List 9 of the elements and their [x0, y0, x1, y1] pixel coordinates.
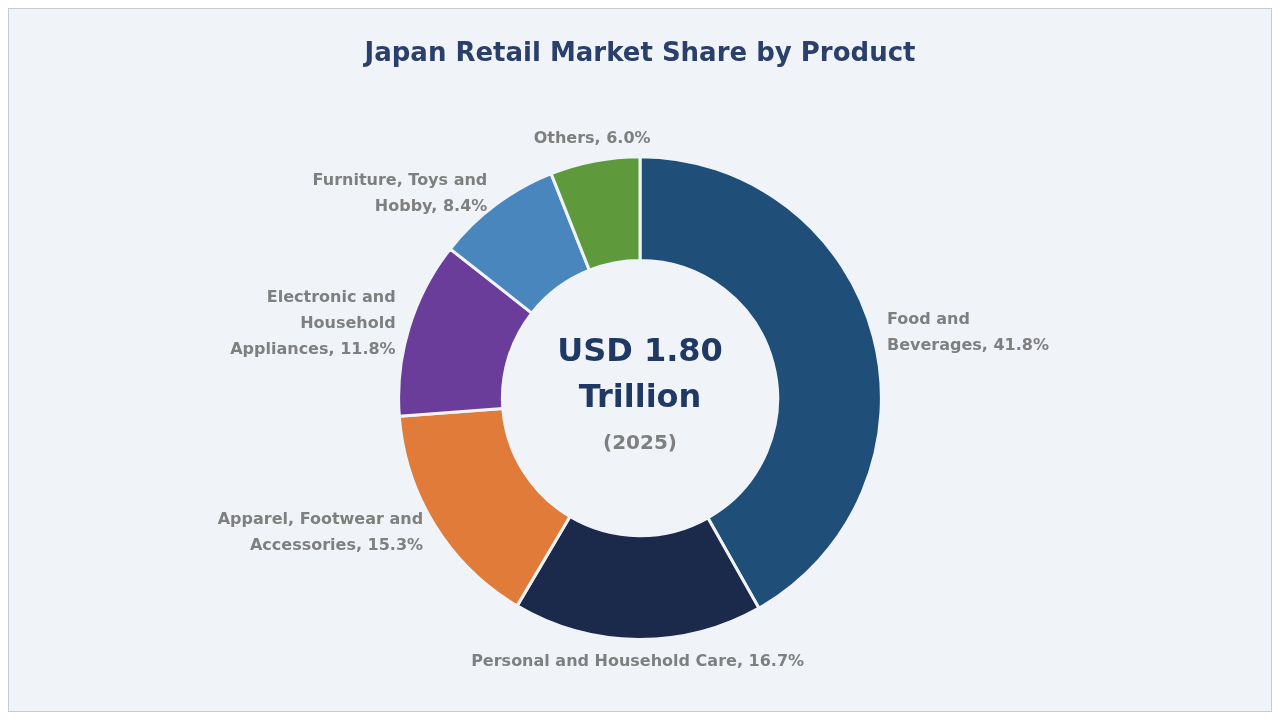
slice-label: Furniture, Toys and Hobby, 8.4%: [312, 169, 488, 215]
slice-label: Personal and Household Care, 16.7%: [471, 650, 805, 670]
slice-label: Electronic and Household Appliances, 11.8%: [230, 286, 396, 358]
slice-label: Food and Beverages, 41.8%: [886, 309, 1049, 355]
text: (2025): [603, 430, 677, 455]
slice-label: Others, 6.0%: [533, 128, 651, 148]
text: USD 1.80 Trillion: [557, 331, 723, 416]
slice-label: Apparel, Footwear and Accessories, 15.3%: [217, 509, 424, 555]
chart-title: Japan Retail Market Share by Product: [362, 37, 916, 68]
